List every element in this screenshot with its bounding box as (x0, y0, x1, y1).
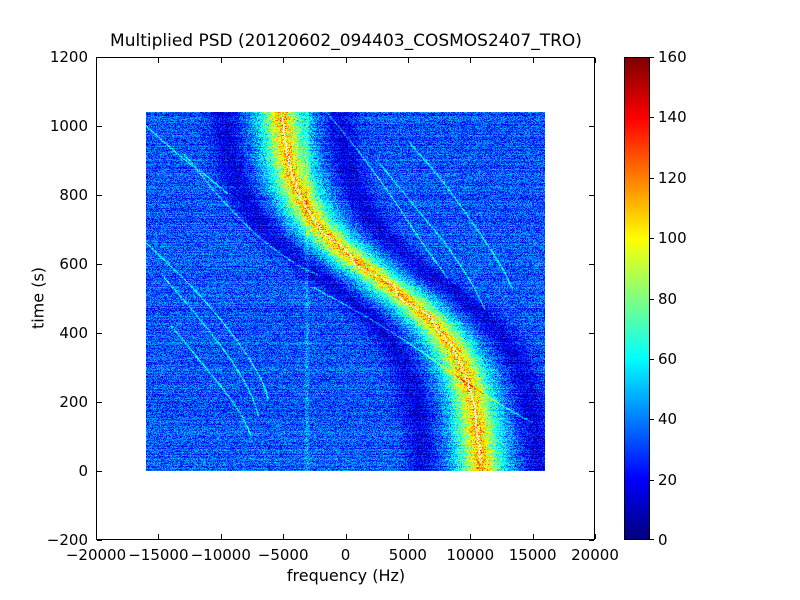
colorbar-tick-mark (650, 299, 654, 300)
colorbar-tick-mark (650, 238, 654, 239)
x-tick-mark (470, 58, 471, 63)
x-tick-mark (346, 534, 347, 539)
x-tick-mark (470, 534, 471, 539)
y-tick-mark (97, 264, 102, 265)
x-tick-mark (533, 58, 534, 63)
y-tick-mark (97, 195, 102, 196)
x-tick-mark (283, 534, 284, 539)
x-tick-label: 0 (340, 546, 351, 564)
y-tick-mark (589, 264, 594, 265)
colorbar-tick-label: 20 (658, 470, 678, 489)
y-tick-mark (97, 126, 102, 127)
colorbar-tick-mark (650, 480, 654, 481)
x-tick-mark (221, 58, 222, 63)
x-tick-mark (595, 534, 596, 539)
colorbar-tick-mark (650, 419, 654, 420)
y-tick-label: 800 (59, 186, 88, 204)
colorbar-tick-mark (650, 539, 654, 540)
x-tick-mark (96, 58, 97, 63)
colorbar-tick-label: 80 (658, 289, 678, 308)
x-tick-label: −15000 (128, 546, 189, 564)
y-tick-mark (589, 471, 594, 472)
x-tick-mark (158, 58, 159, 63)
x-tick-label: −20000 (65, 546, 127, 564)
x-tick-mark (595, 58, 596, 63)
colorbar-tick-label: 140 (658, 108, 687, 127)
colorbar-tick-mark (650, 57, 654, 58)
x-tick-label: 5000 (388, 546, 427, 564)
colorbar-tick-label: 160 (658, 48, 687, 66)
y-tick-mark (97, 540, 102, 541)
y-tick-label: 0 (78, 462, 88, 480)
heatmap-image (146, 112, 545, 471)
y-tick-label: 1000 (49, 117, 88, 135)
x-tick-mark (408, 58, 409, 63)
y-tick-label: 400 (59, 324, 88, 342)
x-tick-label: 15000 (508, 546, 557, 564)
colorbar-tick-label: 0 (658, 531, 668, 549)
y-tick-mark (97, 333, 102, 334)
x-tick-label: −10000 (190, 546, 251, 564)
y-tick-mark (97, 57, 102, 58)
y-tick-label: 600 (59, 255, 88, 273)
colorbar-tick-label: 120 (658, 168, 687, 187)
colorbar-tick-mark (650, 117, 654, 118)
colorbar-gradient (625, 58, 649, 539)
x-tick-label: −5000 (257, 546, 309, 564)
y-axis-label: time (s) (28, 266, 48, 330)
y-tick-mark (589, 333, 594, 334)
y-tick-mark (589, 57, 594, 58)
x-tick-mark (346, 58, 347, 63)
y-tick-label: −200 (46, 531, 88, 549)
x-tick-mark (408, 534, 409, 539)
x-tick-mark (96, 534, 97, 539)
colorbar-tick-mark (650, 178, 654, 179)
y-tick-label: 1200 (49, 48, 88, 66)
x-tick-label: 10000 (446, 546, 495, 564)
colorbar-tick-label: 40 (658, 410, 678, 429)
y-tick-mark (589, 402, 594, 403)
colorbar-tick-label: 60 (658, 349, 678, 368)
x-tick-mark (158, 534, 159, 539)
colorbar-tick-mark (650, 359, 654, 360)
colorbar-tick-label: 100 (658, 229, 687, 248)
y-tick-mark (97, 402, 102, 403)
x-tick-mark (221, 534, 222, 539)
x-axis-label: frequency (Hz) (286, 566, 406, 585)
y-tick-mark (589, 540, 594, 541)
colorbar-frame (624, 57, 650, 540)
y-tick-mark (97, 471, 102, 472)
x-tick-label: 20000 (571, 546, 619, 564)
y-tick-mark (589, 195, 594, 196)
y-tick-mark (589, 126, 594, 127)
plot-title: Multiplied PSD (20120602_094403_COSMOS24… (110, 31, 582, 51)
x-tick-mark (283, 58, 284, 63)
x-tick-mark (533, 534, 534, 539)
y-tick-label: 200 (59, 393, 88, 411)
